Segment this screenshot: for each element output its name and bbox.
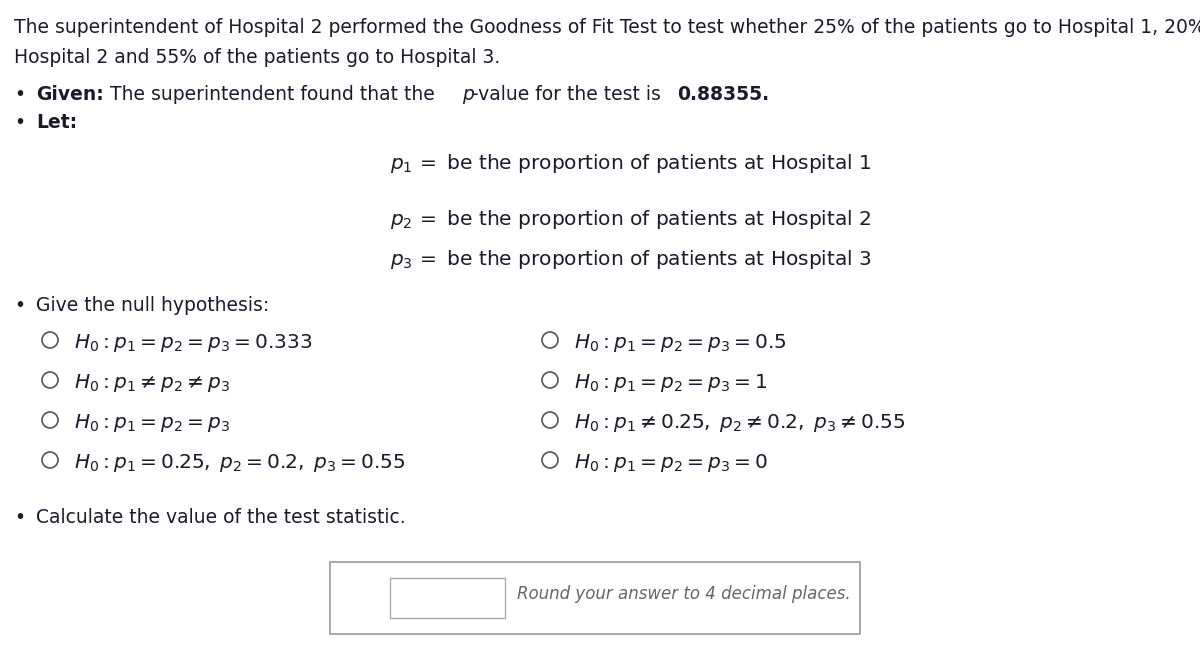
Bar (330, 562, 860, 634)
Text: $p_2\,=$ be the proportion of patients at Hospital 2: $p_2\,=$ be the proportion of patients a… (390, 208, 871, 231)
Text: $H_0 : p_1 \neq 0.25,\; p_2 \neq 0.2,\; p_3 \neq 0.55$: $H_0 : p_1 \neq 0.25,\; p_2 \neq 0.2,\; … (574, 412, 905, 434)
Text: Round your answer to 4 decimal places.: Round your answer to 4 decimal places. (517, 585, 851, 603)
Text: $H_0 : p_1 = p_2 = p_3 = 1$: $H_0 : p_1 = p_2 = p_3 = 1$ (574, 372, 767, 394)
Text: Let:: Let: (36, 113, 77, 132)
Text: Hospital 2 and 55% of the patients go to Hospital 3.: Hospital 2 and 55% of the patients go to… (14, 48, 500, 67)
Text: •: • (14, 85, 25, 104)
Text: •: • (14, 508, 25, 527)
Text: $p_3\,=$ be the proportion of patients at Hospital 3: $p_3\,=$ be the proportion of patients a… (390, 248, 872, 271)
Text: $H_0 : p_1 = p_2 = p_3 = 0.333$: $H_0 : p_1 = p_2 = p_3 = 0.333$ (74, 332, 312, 354)
Text: $H_0 : p_1 = 0.25,\; p_2 = 0.2,\; p_3 = 0.55$: $H_0 : p_1 = 0.25,\; p_2 = 0.2,\; p_3 = … (74, 452, 406, 474)
Text: •: • (14, 113, 25, 132)
Text: p: p (462, 85, 474, 104)
Text: $p_1\,=$ be the proportion of patients at Hospital 1: $p_1\,=$ be the proportion of patients a… (390, 152, 871, 175)
Text: •: • (14, 296, 25, 315)
Text: $H_0 : p_1 = p_2 = p_3 = 0.5$: $H_0 : p_1 = p_2 = p_3 = 0.5$ (574, 332, 786, 354)
Text: Given:: Given: (36, 85, 103, 104)
Text: $H_0 : p_1 = p_2 = p_3$: $H_0 : p_1 = p_2 = p_3$ (74, 412, 230, 434)
Bar (390, 578, 505, 618)
Text: The superintendent found that the: The superintendent found that the (104, 85, 440, 104)
Text: 0.88355.: 0.88355. (677, 85, 769, 104)
Text: Give the null hypothesis:: Give the null hypothesis: (36, 296, 269, 315)
Text: $H_0 : p_1 = p_2 = p_3 = 0$: $H_0 : p_1 = p_2 = p_3 = 0$ (574, 452, 768, 474)
Text: The superintendent of Hospital 2 performed the Goodness of Fit Test to test whet: The superintendent of Hospital 2 perform… (14, 18, 1200, 37)
Text: $H_0 : p_1 \neq p_2 \neq p_3$: $H_0 : p_1 \neq p_2 \neq p_3$ (74, 372, 230, 394)
Text: -value for the test is: -value for the test is (472, 85, 667, 104)
Text: Calculate the value of the test statistic.: Calculate the value of the test statisti… (36, 508, 406, 527)
